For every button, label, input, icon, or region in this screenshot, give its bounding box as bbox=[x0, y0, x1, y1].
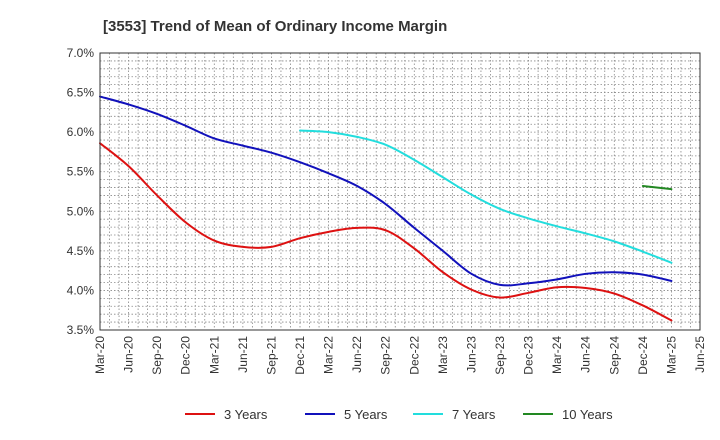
series-line-10-years bbox=[641, 184, 673, 191]
legend-label-5-years: 5 Years bbox=[344, 407, 388, 422]
legend: 3 Years 5 Years 7 Years 10 Years bbox=[185, 407, 613, 422]
x-tick-label: Jun-25 bbox=[693, 336, 707, 373]
series-lines bbox=[99, 95, 673, 322]
x-tick-label: Dec-20 bbox=[179, 336, 193, 375]
x-tick-label: Mar-22 bbox=[322, 336, 336, 374]
x-tick-label: Jun-20 bbox=[122, 336, 136, 373]
x-tick-label: Mar-23 bbox=[436, 336, 450, 374]
y-tick-label: 6.5% bbox=[67, 86, 95, 100]
series-line-3-years bbox=[99, 142, 673, 322]
x-tick-label: Sep-20 bbox=[150, 336, 164, 375]
x-tick-label: Mar-20 bbox=[93, 336, 107, 374]
x-tick-label: Jun-23 bbox=[464, 336, 478, 373]
y-tick-label: 5.5% bbox=[67, 165, 95, 179]
x-tick-label: Jun-21 bbox=[236, 336, 250, 373]
y-tick-label: 4.0% bbox=[67, 283, 95, 297]
legend-label-7-years: 7 Years bbox=[452, 407, 496, 422]
x-tick-label: Dec-24 bbox=[636, 336, 650, 375]
chart-title: [3553] Trend of Mean of Ordinary Income … bbox=[103, 18, 447, 35]
x-tick-label: Sep-21 bbox=[264, 336, 278, 375]
x-tick-label: Dec-21 bbox=[293, 336, 307, 375]
x-tick-label: Mar-24 bbox=[550, 336, 564, 374]
y-tick-label: 4.5% bbox=[67, 244, 95, 258]
vertical-gridlines bbox=[109, 53, 691, 330]
legend-label-3-years: 3 Years bbox=[224, 407, 268, 422]
y-tick-label: 6.0% bbox=[67, 125, 95, 139]
x-tick-label: Dec-23 bbox=[522, 336, 536, 375]
series-line-5-years bbox=[99, 95, 673, 287]
x-tick-label: Jun-24 bbox=[579, 336, 593, 373]
y-tick-label: 3.5% bbox=[67, 323, 95, 337]
x-tick-label: Sep-24 bbox=[607, 336, 621, 375]
x-tick-label: Jun-22 bbox=[350, 336, 364, 373]
x-tick-label: Mar-25 bbox=[664, 336, 678, 374]
x-tick-label: Dec-22 bbox=[407, 336, 421, 375]
y-axis-ticks: 7.0% 6.5% 6.0% 5.5% 5.0% 4.5% 4.0% 3.5% bbox=[67, 46, 95, 337]
x-tick-label: Sep-22 bbox=[379, 336, 393, 375]
series-line-7-years bbox=[299, 129, 673, 264]
plot-frame bbox=[99, 52, 701, 331]
x-tick-label: Mar-21 bbox=[207, 336, 221, 374]
y-tick-label: 5.0% bbox=[67, 204, 95, 218]
plot-area bbox=[100, 53, 700, 330]
x-axis-ticks: Mar-20 Jun-20 Sep-20 Dec-20 Mar-21 Jun-21 Sep-… bbox=[93, 336, 707, 375]
x-tick-label: Sep-23 bbox=[493, 336, 507, 375]
legend-label-10-years: 10 Years bbox=[562, 407, 613, 422]
y-tick-label: 7.0% bbox=[67, 46, 95, 60]
